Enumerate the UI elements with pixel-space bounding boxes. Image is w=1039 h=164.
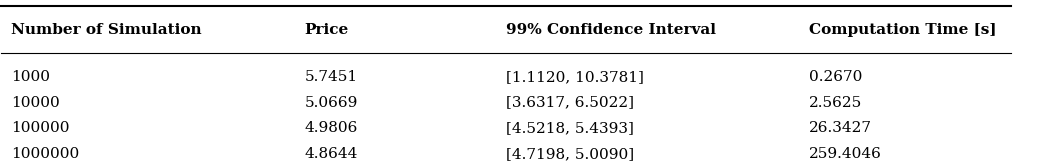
Text: Price: Price xyxy=(304,23,348,37)
Text: 0.2670: 0.2670 xyxy=(809,70,862,84)
Text: 259.4046: 259.4046 xyxy=(809,147,882,161)
Text: 10000: 10000 xyxy=(11,95,60,110)
Text: 100000: 100000 xyxy=(11,121,70,135)
Text: 99% Confidence Interval: 99% Confidence Interval xyxy=(506,23,716,37)
Text: [4.7198, 5.0090]: [4.7198, 5.0090] xyxy=(506,147,635,161)
Text: [1.1120, 10.3781]: [1.1120, 10.3781] xyxy=(506,70,644,84)
Text: Number of Simulation: Number of Simulation xyxy=(11,23,203,37)
Text: 4.9806: 4.9806 xyxy=(304,121,357,135)
Text: 26.3427: 26.3427 xyxy=(809,121,872,135)
Text: [3.6317, 6.5022]: [3.6317, 6.5022] xyxy=(506,95,634,110)
Text: 1000: 1000 xyxy=(11,70,51,84)
Text: Computation Time [s]: Computation Time [s] xyxy=(809,23,996,37)
Text: 5.0669: 5.0669 xyxy=(304,95,357,110)
Text: 2.5625: 2.5625 xyxy=(809,95,862,110)
Text: 5.7451: 5.7451 xyxy=(304,70,357,84)
Text: [4.5218, 5.4393]: [4.5218, 5.4393] xyxy=(506,121,634,135)
Text: 4.8644: 4.8644 xyxy=(304,147,357,161)
Text: 1000000: 1000000 xyxy=(11,147,80,161)
